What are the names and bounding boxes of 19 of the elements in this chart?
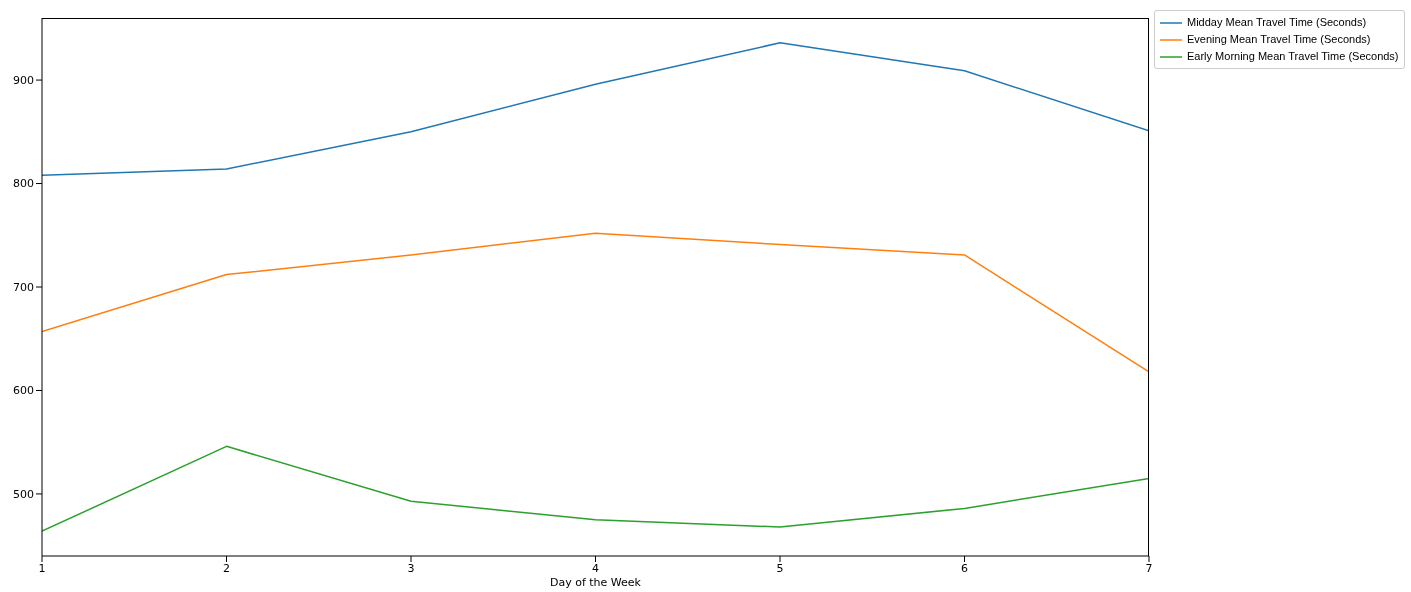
line-series (42, 445, 1149, 532)
x-tick-label: 7 (1145, 561, 1153, 575)
line-series (42, 42, 1149, 177)
x-tick-label: 5 (776, 561, 784, 575)
x-tick-label: 2 (223, 561, 230, 575)
x-tick-label: 3 (407, 561, 415, 575)
legend-label: Early Morning Mean Travel Time (Seconds) (1187, 49, 1399, 64)
y-tick-label: 600 (13, 384, 34, 398)
y-tick-label: 500 (13, 487, 34, 501)
y-tick-label: 900 (13, 73, 34, 87)
line-series (42, 232, 1149, 373)
y-tick-label: 800 (13, 177, 34, 191)
legend-label: Evening Mean Travel Time (Seconds) (1187, 32, 1371, 47)
legend-label: Midday Mean Travel Time (Seconds) (1187, 15, 1367, 30)
x-tick-label: 4 (592, 561, 599, 575)
x-axis-title: Day of the Week (549, 576, 642, 589)
y-tick-label: 700 (13, 280, 34, 294)
x-tick-label: 6 (961, 561, 968, 575)
x-tick-label: 1 (38, 561, 46, 575)
